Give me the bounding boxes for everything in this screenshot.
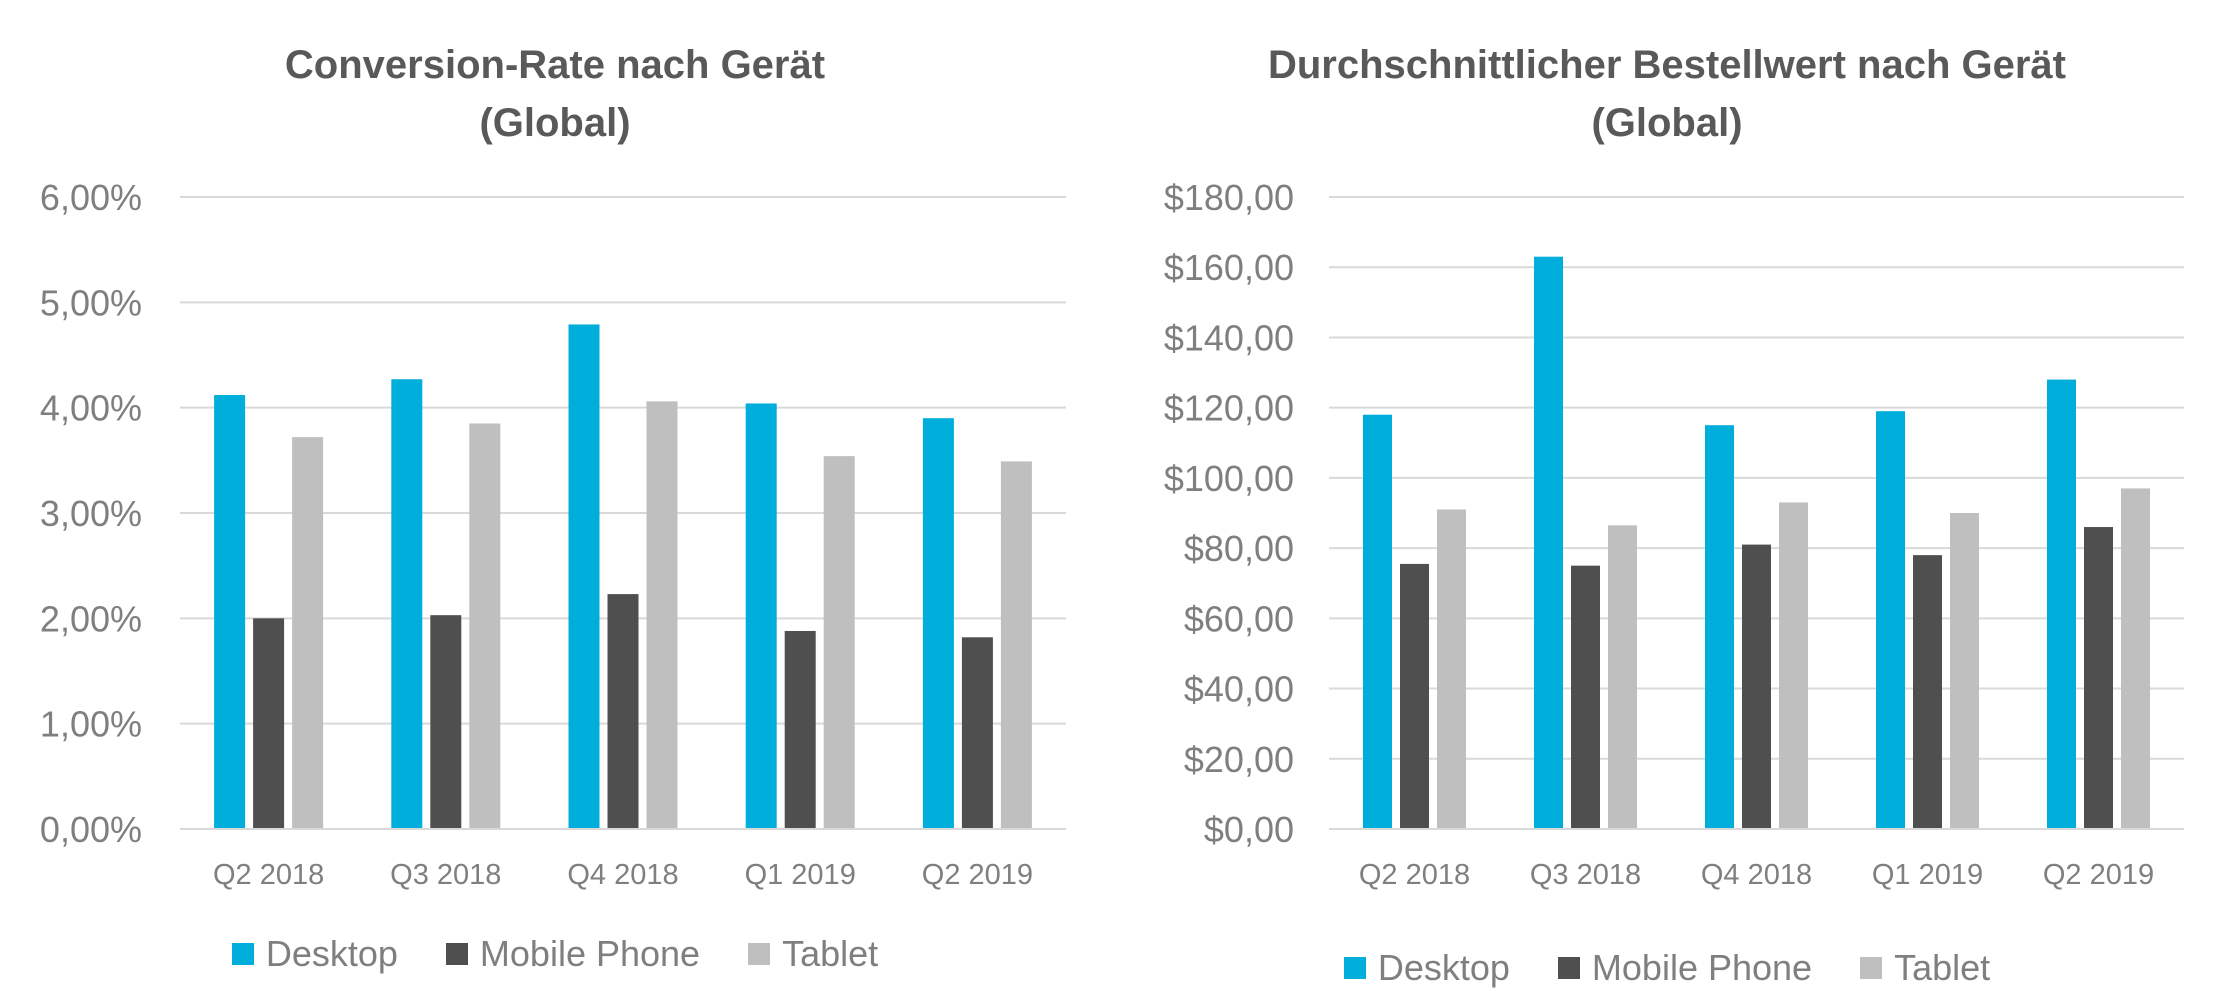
bar-tablet [292,437,324,829]
y-tick-label: 6,00% [40,177,142,218]
bar-tablet [823,456,855,829]
chart-title: Conversion-Rate nach Gerät (Global) [0,36,1110,152]
y-tick-label: $160,00 [1164,247,1294,288]
legend-swatch-mobile-phone [1557,957,1580,979]
y-tick-label: $140,00 [1164,317,1294,358]
y-tick-label: 1,00% [40,704,142,745]
bar-mobile-phone [1400,563,1429,829]
bar-desktop [1705,425,1734,829]
legend-label-tablet: Tablet [1894,947,1991,988]
legend-label-mobile-phone: Mobile Phone [479,933,701,974]
x-tick-label: Q1 2019 [745,859,856,891]
bar-mobile-phone [1742,544,1771,829]
y-tick-label: 2,00% [40,598,142,639]
chart-legend: Desktop Mobile Phone Tablet [1110,947,2224,989]
x-tick-label: Q4 2018 [567,859,678,891]
legend-swatch-desktop [1343,957,1366,979]
chart-title-line-1: Durchschnittlicher Bestellwert nach Gerä… [1267,43,2066,87]
legend-item-mobile-phone: Mobile Phone [1557,947,1813,989]
y-tick-label: 5,00% [40,282,142,323]
chart-title-line-2: (Global) [479,101,631,145]
order-value-plot: $0,00 $20,00 $40,00 $60,00 $80,00 $100,00 $120… [1164,177,2184,891]
bar-mobile-phone [1913,555,1942,829]
legend-label-mobile-phone: Mobile Phone [1591,947,1813,988]
bar-mobile-phone [430,615,462,829]
x-tick-label: Q1 2019 [1872,859,1983,891]
chart-title-line-1: Conversion-Rate nach Gerät [284,43,826,87]
chart-title-line-2: (Global) [1591,101,1743,145]
bar-tablet [1437,509,1466,829]
y-tick-label: $120,00 [1164,388,1294,429]
bar-mobile-phone [2084,527,2113,829]
bar-desktop [1534,256,1563,829]
legend-label-tablet: Tablet [782,933,879,974]
bar-tablet [646,401,678,829]
chart-legend: Desktop Mobile Phone Tablet [0,933,1110,975]
bar-desktop [745,403,777,829]
legend-label-desktop: Desktop [1377,947,1510,988]
x-tick-label: Q4 2018 [1701,859,1812,891]
chart-title: Durchschnittlicher Bestellwert nach Gerä… [1110,36,2224,152]
bar-mobile-phone [784,630,816,829]
y-tick-label: $80,00 [1184,528,1294,569]
x-tick-label: Q2 2018 [213,859,324,891]
y-tick-label: $180,00 [1164,177,1294,218]
conversion-rate-chart: Conversion-Rate nach Gerät (Global) 0,00… [0,0,1110,1005]
bar-tablet [1608,525,1637,829]
y-tick-label: $40,00 [1184,669,1294,710]
bar-desktop [1363,414,1392,829]
bar-mobile-phone [1571,565,1600,829]
bar-tablet [469,423,501,829]
bar-mobile-phone [961,637,993,829]
conversion-rate-plot: 0,00% 1,00% 2,00% 3,00% 4,00% 5,00% 6,00% Q2 20… [40,177,1066,891]
legend-item-mobile-phone: Mobile Phone [445,933,701,975]
x-tick-label: Q2 2018 [1359,859,1470,891]
bar-desktop [2047,379,2076,829]
y-tick-label: 4,00% [40,388,142,429]
bar-desktop [922,418,954,829]
bar-mobile-phone [607,594,639,829]
bar-mobile-phone [253,618,285,829]
legend-swatch-mobile-phone [445,943,468,965]
legend-item-desktop: Desktop [231,933,398,975]
x-tick-label: Q3 2018 [390,859,501,891]
legend-label-desktop: Desktop [265,933,398,974]
legend-swatch-tablet [748,943,771,965]
y-tick-label: $100,00 [1164,458,1294,499]
order-value-chart: Durchschnittlicher Bestellwert nach Gerä… [1110,0,2224,1005]
legend-item-tablet: Tablet [1860,947,1990,989]
bar-desktop [214,395,246,829]
bar-tablet [1779,502,1808,829]
x-tick-label: Q2 2019 [2043,859,2154,891]
y-tick-label: $20,00 [1184,739,1294,780]
bar-tablet [1950,513,1979,829]
x-tick-label: Q3 2018 [1530,859,1641,891]
legend-item-desktop: Desktop [1343,947,1510,989]
y-tick-label: 0,00% [40,809,142,850]
x-tick-label: Q2 2019 [922,859,1033,891]
y-tick-label: $60,00 [1184,598,1294,639]
bar-desktop [568,324,600,829]
legend-swatch-tablet [1860,957,1883,979]
legend-item-tablet: Tablet [748,933,878,975]
bar-tablet [1000,461,1032,829]
bar-tablet [2121,488,2150,829]
bar-desktop [391,379,423,829]
legend-swatch-desktop [231,943,254,965]
bar-desktop [1876,411,1905,829]
y-tick-label: 3,00% [40,493,142,534]
y-tick-label: $0,00 [1204,809,1294,850]
